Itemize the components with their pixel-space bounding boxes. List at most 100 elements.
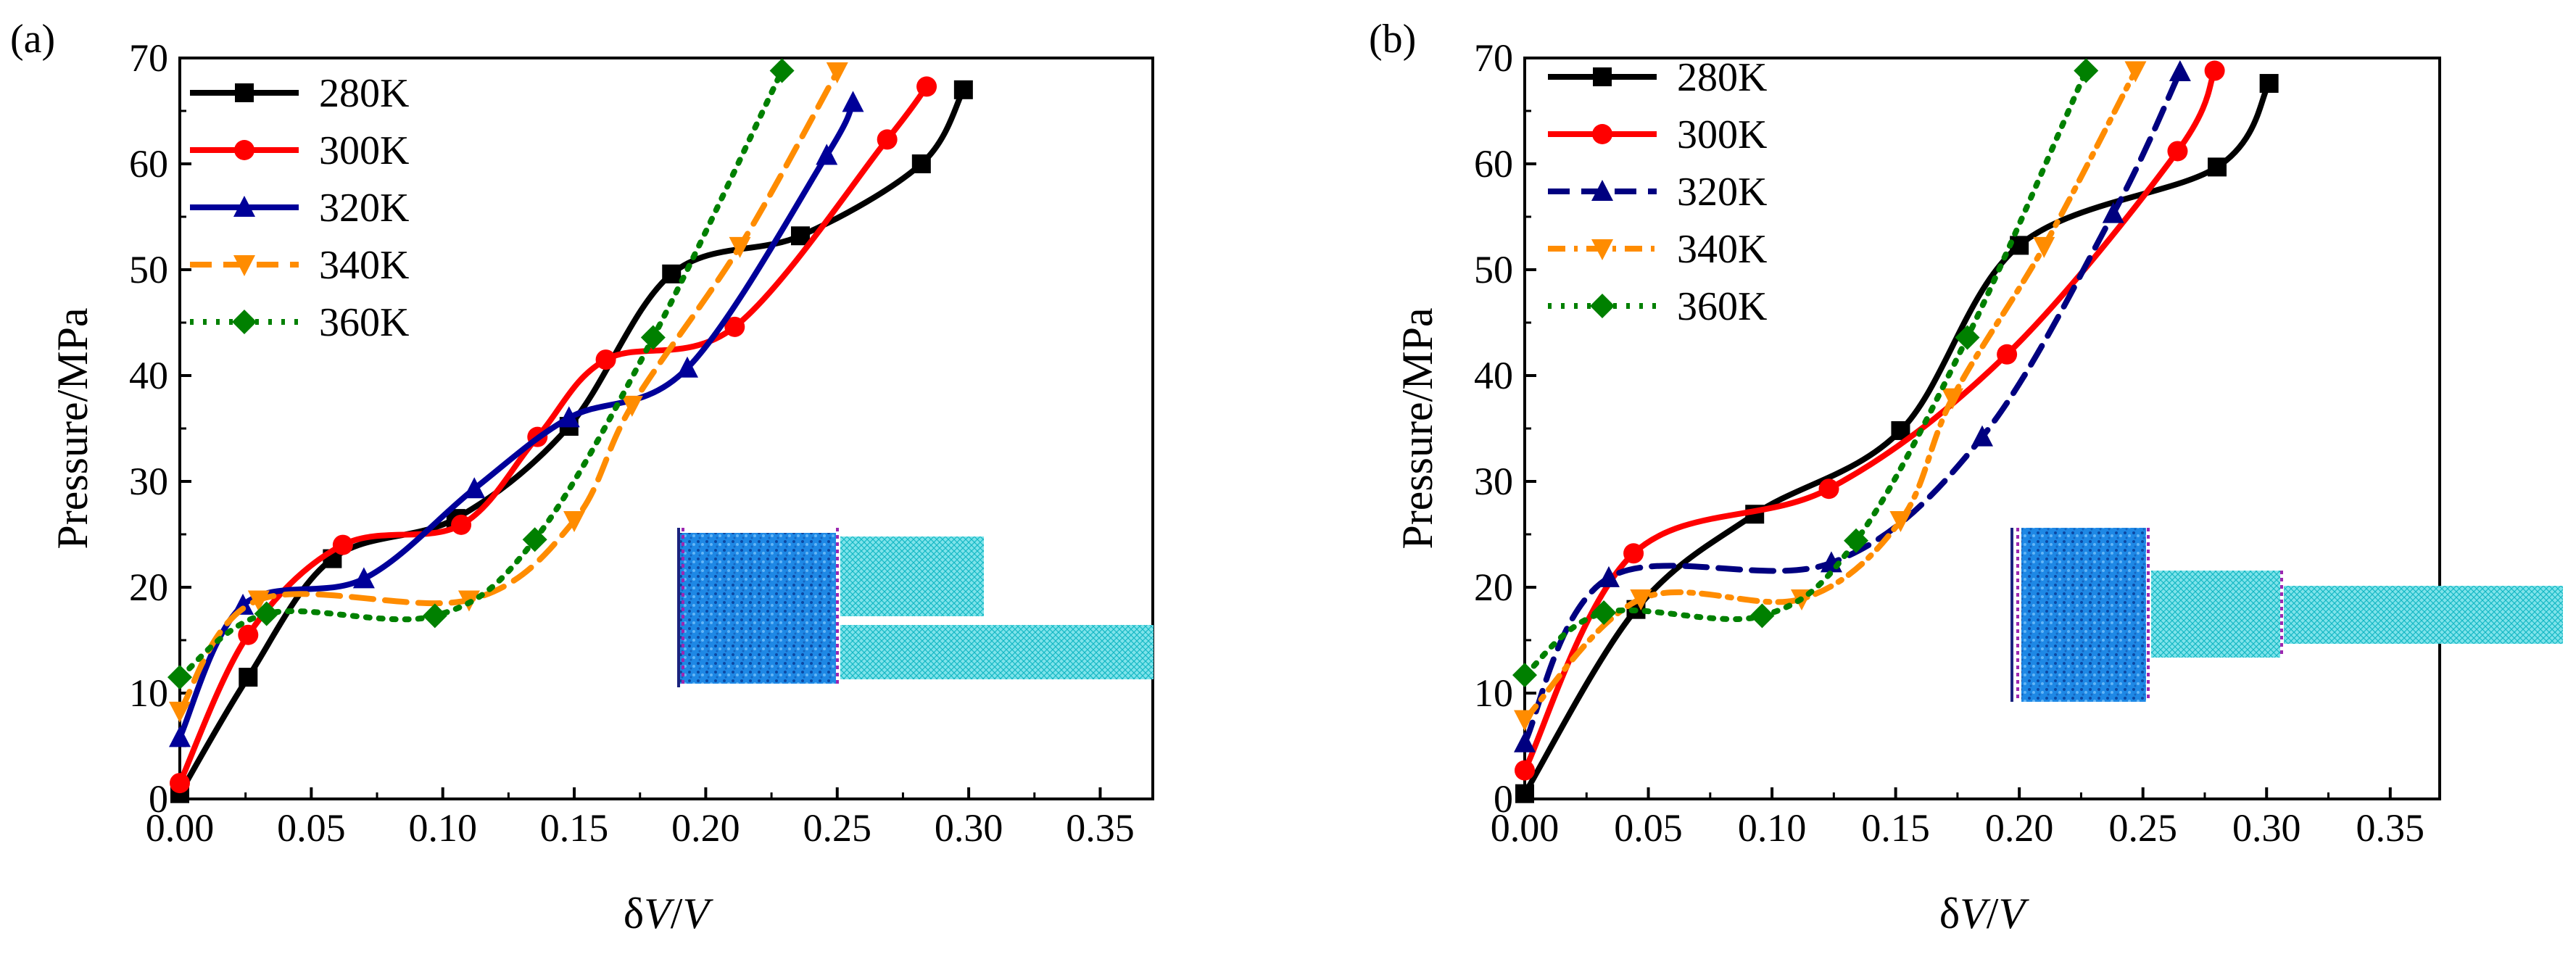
data-point xyxy=(563,511,586,533)
legend-item-280K: 280K xyxy=(190,71,409,116)
x-tick-label: 0.00 xyxy=(146,806,215,850)
series-line xyxy=(1522,67,2218,774)
legend-item-360K: 360K xyxy=(1548,284,1767,329)
y-tick-label: 50 xyxy=(129,248,168,291)
data-point xyxy=(522,527,547,552)
y-tick-labels: 0 10 20 30 40 50 60 70 xyxy=(1474,36,1513,821)
nanotube-upper xyxy=(840,536,984,616)
y-tick-label: 70 xyxy=(129,36,168,80)
y-tick-label: 10 xyxy=(129,671,168,715)
nanotube-wide xyxy=(2151,571,2280,658)
data-point xyxy=(169,726,191,747)
y-tick-label: 0 xyxy=(1494,777,1513,821)
data-point xyxy=(1955,325,1980,350)
data-point xyxy=(352,567,375,589)
simulation-inset xyxy=(677,528,1154,687)
series-line xyxy=(177,99,856,741)
data-point xyxy=(235,83,254,102)
data-point xyxy=(1515,784,1534,803)
data-point xyxy=(595,349,616,370)
data-point xyxy=(1591,239,1613,260)
series-280K xyxy=(1515,74,2279,803)
data-point xyxy=(662,264,682,283)
data-point xyxy=(769,58,795,83)
x-tick-label: 0.00 xyxy=(1491,806,1560,850)
data-point xyxy=(1818,478,1839,500)
data-point xyxy=(1971,425,1993,447)
data-point xyxy=(170,773,190,794)
y-tick-label: 40 xyxy=(1474,354,1513,397)
series-300K xyxy=(170,76,937,794)
simulation-inset xyxy=(2010,528,2563,702)
data-point xyxy=(724,316,745,337)
data-series xyxy=(1512,58,2279,803)
x-tick-label: 0.10 xyxy=(408,806,477,850)
data-point xyxy=(2102,202,2124,223)
data-point xyxy=(2169,59,2191,81)
data-point xyxy=(233,196,255,217)
legend-item-360K: 360K xyxy=(190,300,409,345)
data-point xyxy=(877,129,898,150)
y-tick-label: 20 xyxy=(129,566,168,609)
nanotube-narrow xyxy=(2284,586,2563,644)
legend-item-300K: 300K xyxy=(190,128,409,173)
legend-label: 280K xyxy=(319,71,409,116)
legend-item-320K: 320K xyxy=(190,186,409,231)
y-tick-label: 0 xyxy=(149,777,168,821)
data-point xyxy=(463,477,486,499)
data-point xyxy=(167,665,192,690)
data-point xyxy=(2124,61,2147,83)
legend-item-340K: 340K xyxy=(1548,227,1767,272)
data-point xyxy=(1590,294,1615,318)
series-360K xyxy=(167,58,795,690)
x-tick-label: 0.05 xyxy=(277,806,346,850)
data-point xyxy=(1591,180,1613,201)
y-tick-label: 30 xyxy=(129,460,168,503)
x-tick-label: 0.25 xyxy=(2108,806,2177,850)
chart-panel-b: (b) 0.00 0.05 0.10 0.15 0.20 0.25 0.30 0.35 0 10… xyxy=(1369,17,2563,937)
x-tick-label: 0.20 xyxy=(1985,806,2054,850)
data-point xyxy=(1512,663,1537,688)
series-320K xyxy=(169,91,864,747)
data-point xyxy=(2259,74,2279,94)
data-point xyxy=(234,140,254,160)
y-tick-label: 70 xyxy=(1474,36,1513,80)
x-tick-label: 0.35 xyxy=(2356,806,2425,850)
data-point xyxy=(1630,589,1652,611)
legend: 280K 300K 320K 340K 360K xyxy=(1548,55,1767,329)
data-point xyxy=(729,236,751,258)
data-point xyxy=(422,603,447,629)
data-point xyxy=(169,701,191,723)
x-tick-label: 0.20 xyxy=(671,806,740,850)
x-tick-label: 0.30 xyxy=(935,806,1003,850)
legend-label: 300K xyxy=(1677,112,1767,157)
panel-label: (a) xyxy=(10,17,55,62)
x-tick-label: 0.10 xyxy=(1738,806,1807,850)
data-point xyxy=(2167,141,2188,162)
y-tick-label: 60 xyxy=(129,142,168,186)
x-tick-labels: 0.00 0.05 0.10 0.15 0.20 0.25 0.30 0.35 xyxy=(1491,806,2424,850)
data-point xyxy=(621,395,643,417)
legend-label: 360K xyxy=(319,300,409,345)
water-box xyxy=(2021,528,2146,702)
data-point xyxy=(238,624,259,645)
legend-label: 300K xyxy=(319,128,409,173)
legend-label: 320K xyxy=(1677,170,1767,215)
axis-ticks xyxy=(178,57,1102,800)
x-tick-label: 0.05 xyxy=(1614,806,1683,850)
data-point xyxy=(1593,67,1612,86)
data-point xyxy=(332,534,353,555)
data-point xyxy=(1623,543,1644,564)
water-box xyxy=(680,533,836,684)
y-tick-label: 60 xyxy=(1474,142,1513,186)
data-point xyxy=(2074,58,2099,83)
y-tick-label: 10 xyxy=(1474,671,1513,715)
data-point xyxy=(1889,511,1912,533)
data-point xyxy=(558,406,580,428)
y-tick-label: 40 xyxy=(129,354,168,397)
legend-item-320K: 320K xyxy=(1548,170,1767,215)
data-point xyxy=(916,76,937,97)
y-tick-label: 30 xyxy=(1474,460,1513,503)
data-point xyxy=(2204,60,2225,81)
data-point xyxy=(1749,603,1775,629)
